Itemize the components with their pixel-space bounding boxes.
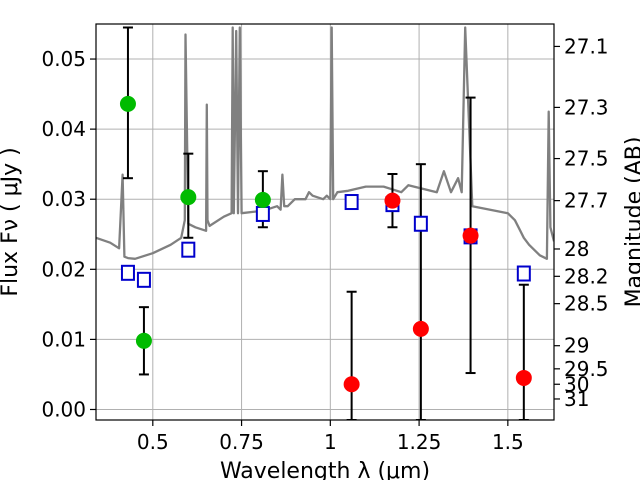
model-band-box <box>344 194 359 211</box>
y-axis-ticks: 0.00 0.01 0.02 0.03 0.04 0.05 <box>41 47 96 421</box>
nondetection-point <box>515 369 532 386</box>
model-band-box <box>181 241 196 258</box>
y2-tick-label: 31 <box>564 387 589 411</box>
y2-tick-label: 28.2 <box>564 264 609 288</box>
detection-point <box>135 332 152 349</box>
y2-tick-label: 27.7 <box>564 189 609 213</box>
y2-tick-label: 27.1 <box>564 34 609 58</box>
y2-axis-label: Magnitude (AB) <box>622 137 640 308</box>
detection-point <box>180 189 197 206</box>
model-band-boxes <box>120 194 531 288</box>
y2-tick-label: 28 <box>564 237 589 261</box>
y-tick-label: 0.04 <box>41 117 86 141</box>
nondetection-point <box>343 376 360 393</box>
x-axis-ticks: 0.5 0.75 1 1.25 1.5 <box>137 420 524 454</box>
y2-tick-label: 29 <box>564 334 589 358</box>
model-band-box <box>413 215 428 232</box>
y2-tick-label: 29.5 <box>564 357 609 381</box>
detection-point <box>119 95 136 112</box>
nondetection-point <box>384 192 401 209</box>
y-tick-label: 0.05 <box>41 47 86 71</box>
model-band-box <box>136 271 151 288</box>
model-spectrum-line <box>96 26 554 260</box>
plot-background <box>96 24 554 420</box>
y2-tick-label: 27.3 <box>564 95 609 119</box>
y-tick-label: 0.01 <box>41 327 86 351</box>
model-band-box <box>516 265 531 282</box>
nondetection-point <box>462 227 479 244</box>
y-tick-label: 0.00 <box>41 397 86 421</box>
x-tick-label: 0.5 <box>137 430 169 454</box>
plot-frame <box>95 23 555 421</box>
x-tick-label: 1 <box>324 430 337 454</box>
plot-area <box>96 26 554 420</box>
x-tick-label: 0.75 <box>219 430 264 454</box>
y-tick-label: 0.02 <box>41 257 86 281</box>
nondetection-point <box>412 320 429 337</box>
y2-tick-label: 27.5 <box>564 147 609 171</box>
y2-tick-label: 30 <box>564 372 589 396</box>
detection-point <box>254 191 271 208</box>
model-band-box <box>120 264 135 281</box>
y2-tick-label: 28.5 <box>564 292 609 316</box>
x-axis-label: Wavelength λ (μm) <box>220 459 430 480</box>
y-tick-label: 0.03 <box>41 187 86 211</box>
x-tick-label: 1.25 <box>397 430 442 454</box>
x-tick-label: 1.5 <box>492 430 524 454</box>
y-axis-label: Flux Fν ( μJy ) <box>0 147 23 296</box>
model-band-box <box>255 205 270 222</box>
photometry-points <box>119 95 532 393</box>
